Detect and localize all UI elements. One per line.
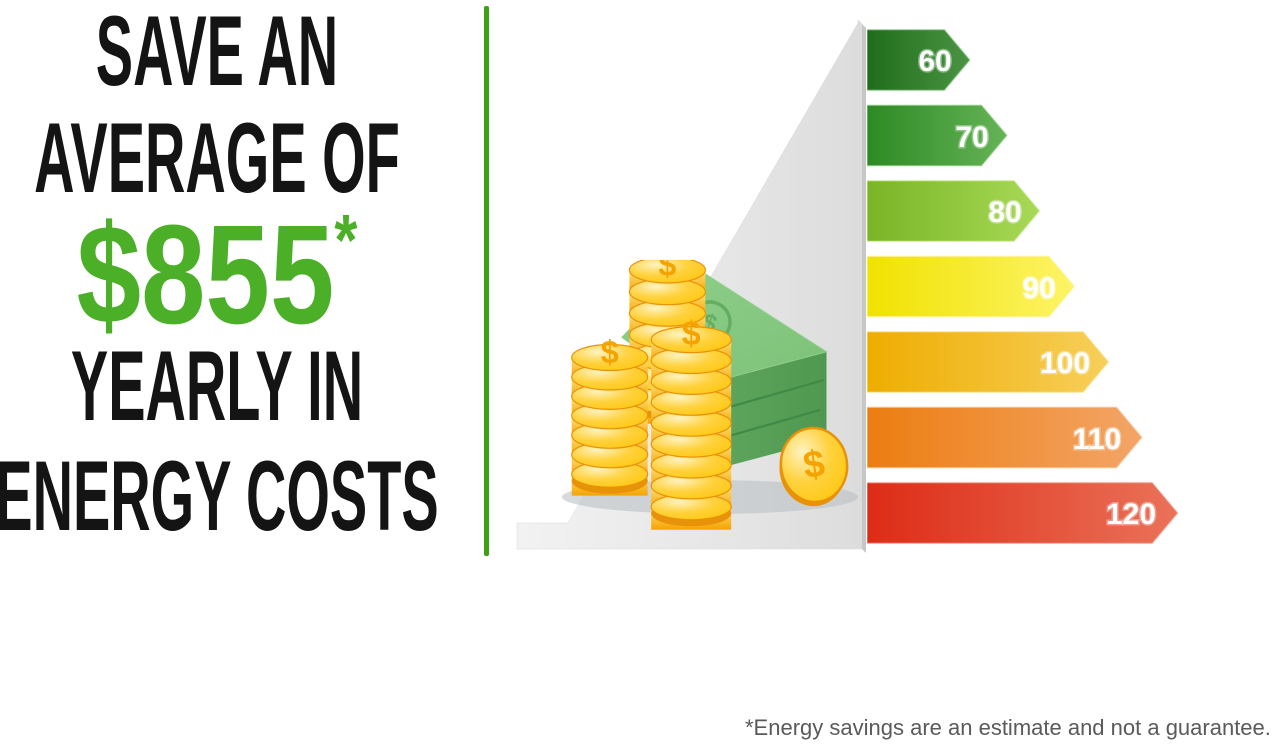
svg-text:$: $ <box>658 260 676 283</box>
svg-text:90: 90 <box>1022 272 1055 305</box>
svg-text:70: 70 <box>955 121 988 154</box>
svg-text:100: 100 <box>1040 347 1090 380</box>
svg-text:110: 110 <box>1073 423 1121 456</box>
svg-text:$: $ <box>682 315 701 353</box>
svg-text:120: 120 <box>1106 498 1156 531</box>
svg-text:$: $ <box>601 334 619 370</box>
svg-text:80: 80 <box>988 196 1021 229</box>
svg-text:60: 60 <box>918 45 951 78</box>
